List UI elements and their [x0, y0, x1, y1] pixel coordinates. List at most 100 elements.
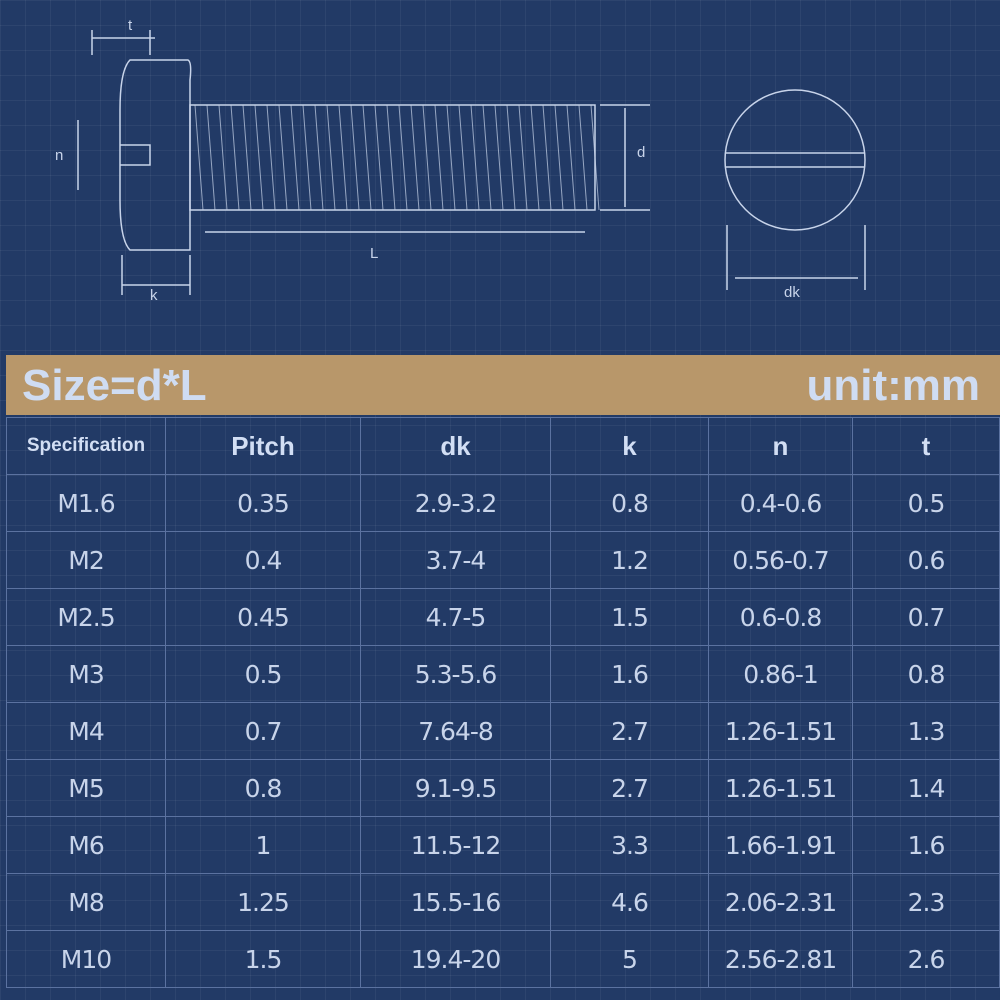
table-row: M10 1.5 19.4-20 5 2.56-2.81 2.6 [6, 930, 1000, 988]
table-cell: 5.3-5.6 [360, 645, 551, 703]
thread-line [254, 104, 264, 211]
table-cell: 0.8 [165, 759, 361, 817]
table-cell: 2.56-2.81 [708, 930, 853, 988]
table-cell: M2 [6, 531, 166, 589]
table-row: M5 0.8 9.1-9.5 2.7 1.26-1.51 1.4 [6, 759, 1000, 817]
label-L: L [370, 245, 378, 262]
table-cell: 2.3 [852, 873, 1000, 931]
table-cell: 2.7 [550, 702, 709, 760]
table-cell: 2.7 [550, 759, 709, 817]
table-cell: M5 [6, 759, 166, 817]
screw-head-top-view [724, 89, 866, 231]
table-cell: 1.26-1.51 [708, 759, 853, 817]
table-cell: M2.5 [6, 588, 166, 646]
table-cell: M1.6 [6, 474, 166, 532]
table-cell: 0.5 [165, 645, 361, 703]
table-cell: 15.5-16 [360, 873, 551, 931]
thread-line [422, 104, 432, 211]
thread-line [410, 104, 420, 211]
screw-slot [120, 144, 151, 166]
table-cell: 0.6 [852, 531, 1000, 589]
thread-line [542, 104, 552, 211]
thread-line [458, 104, 468, 211]
screw-thread [189, 104, 596, 211]
table-cell: 3.3 [550, 816, 709, 874]
table-cell: M10 [6, 930, 166, 988]
size-formula: Size=d*L [22, 361, 207, 410]
table-cell: 1.26-1.51 [708, 702, 853, 760]
table-cell: 1.66-1.91 [708, 816, 853, 874]
table-cell: M4 [6, 702, 166, 760]
label-n: n [55, 147, 63, 164]
screw-drawing: t n k L d dk [55, 17, 866, 304]
table-cell: 1.25 [165, 873, 361, 931]
table-cell: 0.4-0.6 [708, 474, 853, 532]
table-cell: M6 [6, 816, 166, 874]
thread-line [362, 104, 372, 211]
size-banner: Size=d*L unit:mm [6, 355, 1000, 415]
table-cell: 19.4-20 [360, 930, 551, 988]
column-header: k [550, 417, 709, 475]
thread-line [530, 104, 540, 211]
table-row: M6 1 11.5-12 3.3 1.66-1.91 1.6 [6, 816, 1000, 874]
thread-line [266, 104, 276, 211]
screw-head [119, 59, 192, 251]
table-cell: 1.5 [550, 588, 709, 646]
table-cell: 5 [550, 930, 709, 988]
thread-line [434, 104, 444, 211]
table-cell: 1.2 [550, 531, 709, 589]
table-row: M4 0.7 7.64-8 2.7 1.26-1.51 1.3 [6, 702, 1000, 760]
thread-line [278, 104, 288, 211]
column-header: t [852, 417, 1000, 475]
thread-line [230, 104, 240, 211]
table-cell: 1.4 [852, 759, 1000, 817]
table-cell: 0.35 [165, 474, 361, 532]
thread-line [374, 104, 384, 211]
table-cell: 1 [165, 816, 361, 874]
thread-line [494, 104, 504, 211]
thread-line [590, 104, 600, 211]
table-cell: 11.5-12 [360, 816, 551, 874]
thread-line [398, 104, 408, 211]
table-cell: 0.86-1 [708, 645, 853, 703]
thread-line [302, 104, 312, 211]
table-cell: 2.6 [852, 930, 1000, 988]
table-cell: M3 [6, 645, 166, 703]
table-cell: 0.56-0.7 [708, 531, 853, 589]
label-dk: dk [784, 284, 800, 301]
table-cell: 7.64-8 [360, 702, 551, 760]
table-cell: 9.1-9.5 [360, 759, 551, 817]
thread-line [326, 104, 336, 211]
unit-label: unit:mm [806, 361, 980, 410]
thread-line [242, 104, 252, 211]
table-cell: 4.6 [550, 873, 709, 931]
table-cell: 0.7 [852, 588, 1000, 646]
table-row: M2 0.4 3.7-4 1.2 0.56-0.7 0.6 [6, 531, 1000, 589]
thread-line [566, 104, 576, 211]
column-header: dk [360, 417, 551, 475]
table-cell: 4.7-5 [360, 588, 551, 646]
thread-line [470, 104, 480, 211]
column-header: Specification [6, 417, 166, 475]
spec-table: Specification Pitch dk k n t M1.6 0.35 2.9-3.2 0… [6, 417, 1000, 988]
label-d: d [637, 144, 645, 161]
table-cell: 2.9-3.2 [360, 474, 551, 532]
table-cell: 0.8 [550, 474, 709, 532]
column-header: n [708, 417, 853, 475]
thread-line [554, 104, 564, 211]
table-cell: 0.45 [165, 588, 361, 646]
thread-line [218, 104, 228, 211]
thread-line [386, 104, 396, 211]
table-row: M2.5 0.45 4.7-5 1.5 0.6-0.8 0.7 [6, 588, 1000, 646]
thread-line [446, 104, 456, 211]
thread-line [350, 104, 360, 211]
table-cell: 0.8 [852, 645, 1000, 703]
table-cell: M8 [6, 873, 166, 931]
table-row: M8 1.25 15.5-16 4.6 2.06-2.31 2.3 [6, 873, 1000, 931]
thread-line [338, 104, 348, 211]
table-cell: 1.6 [550, 645, 709, 703]
table-cell: 0.5 [852, 474, 1000, 532]
table-cell: 1.5 [165, 930, 361, 988]
label-k: k [150, 287, 158, 304]
label-t: t [128, 17, 133, 34]
